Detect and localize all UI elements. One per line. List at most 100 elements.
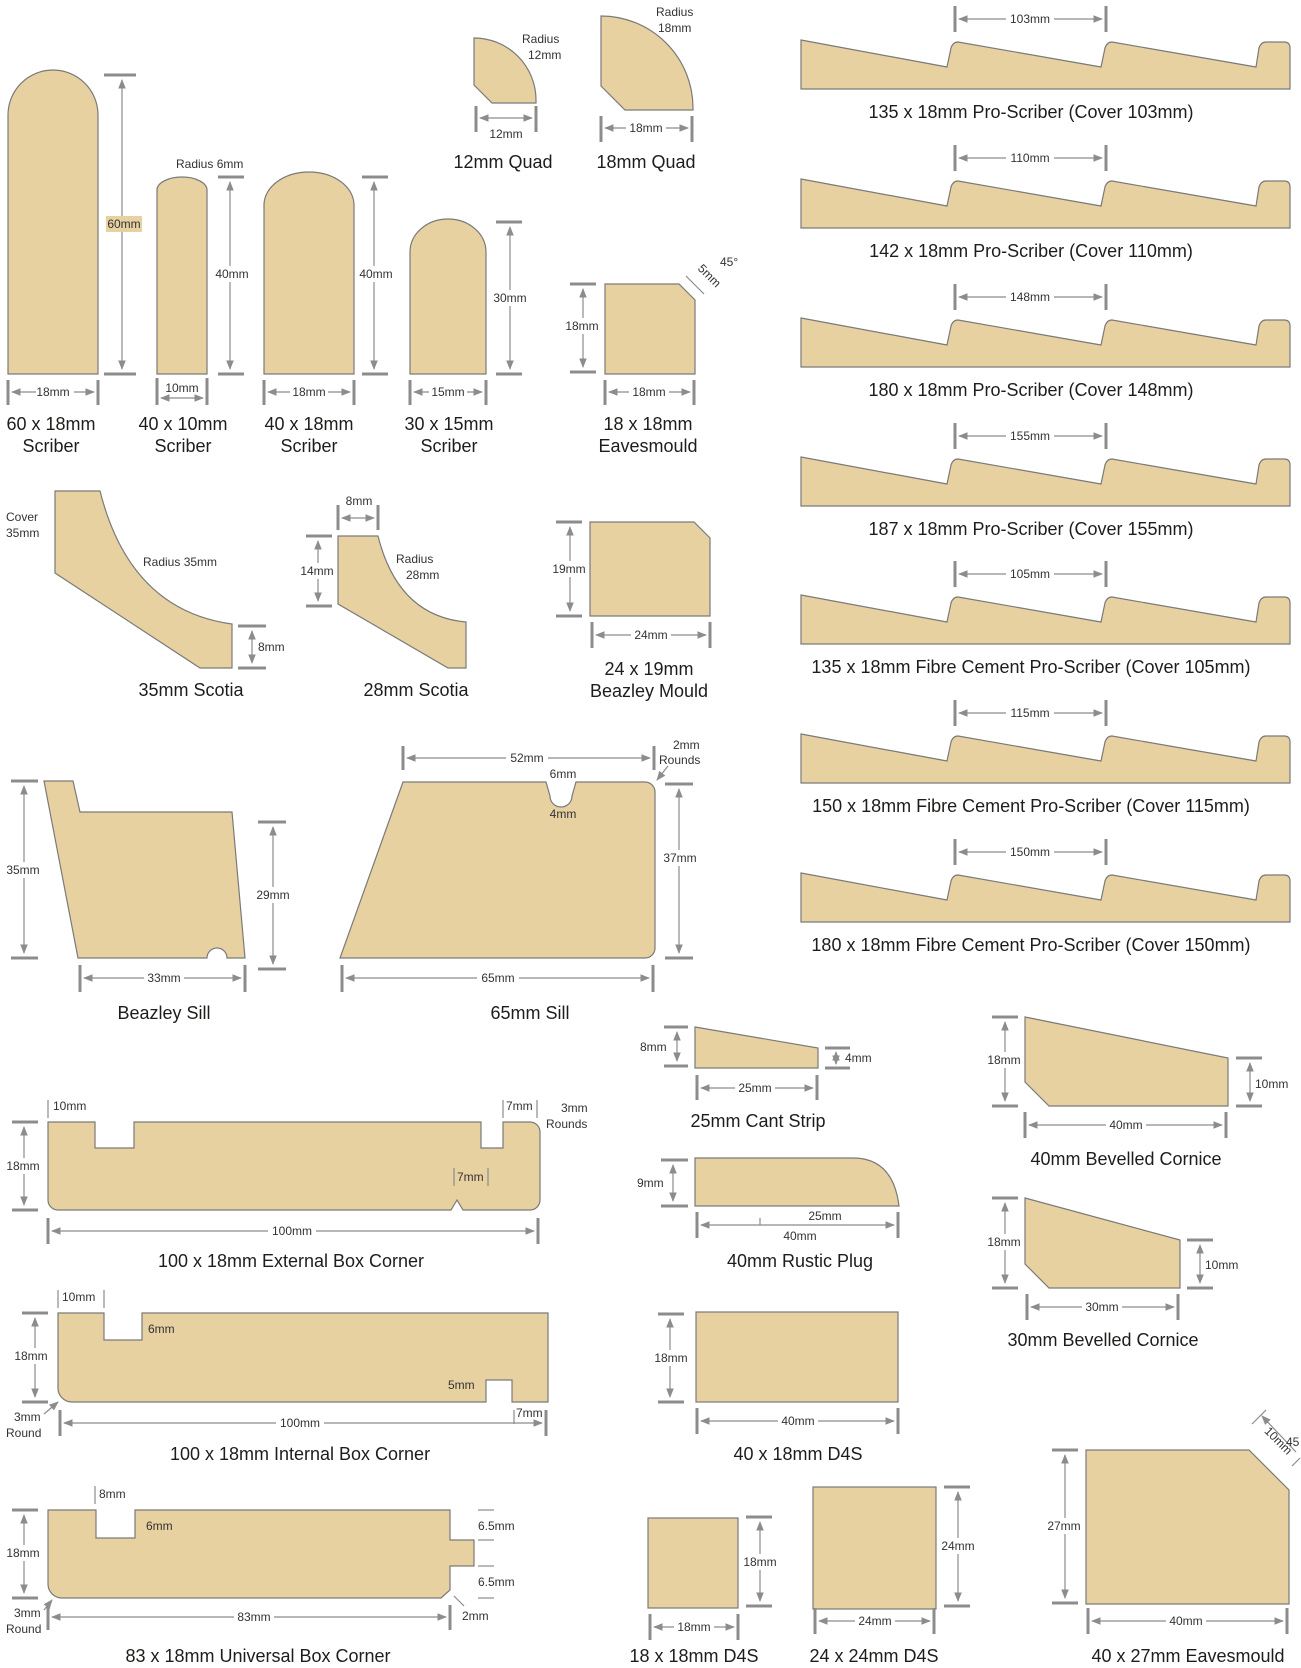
sill-65mm-caption: 65mm Sill (490, 1003, 569, 1023)
eavesmould-18x18-height: 18mm (565, 319, 598, 333)
eavesmould-40x27-profile (1085, 1449, 1290, 1605)
external-box-corner-profile (47, 1121, 541, 1211)
quad-18mm-caption: 18mm Quad (596, 152, 695, 172)
scriber-40x10-caption-2: Scriber (154, 436, 211, 456)
scriber-40x10-height: 40mm (215, 267, 248, 281)
pro-scriber-1: 103mm 135 x 18mm Pro-Scriber (Cover 103mm… (800, 6, 1291, 122)
internal-box-corner-round-1: 3mm (14, 1410, 41, 1424)
d4s-18x18: 18mm 18mm 18 x 18mm D4S (629, 1515, 779, 1666)
pro-scriber-3: 148mm 180 x 18mm Pro-Scriber (Cover 148mm… (800, 284, 1291, 400)
scotia-28mm: 8mm 14mm Radius 28mm 28mm Scotia (298, 494, 470, 700)
scriber-40x18-width: 18mm (292, 385, 325, 399)
pro-scriber-caption: 180 x 18mm Fibre Cement Pro-Scriber (Cov… (811, 935, 1250, 955)
scriber-40x10-profile (156, 176, 208, 375)
eavesmould-40x27-caption: 40 x 27mm Eavesmould (1091, 1646, 1284, 1666)
scriber-30x15-caption-1: 30 x 15mm (404, 414, 493, 434)
scriber-40x18: 40mm 18mm 40 x 18mm Scriber (262, 171, 395, 456)
sill-65mm-rounds-1: 2mm (673, 738, 700, 752)
scotia-35mm-radius: Radius 35mm (143, 555, 217, 569)
eavesmould-40x27-width: 40mm (1169, 1614, 1202, 1628)
pro-scriber-caption: 135 x 18mm Fibre Cement Pro-Scriber (Cov… (811, 657, 1250, 677)
bevelled-cornice-40-height-1: 18mm (987, 1053, 1020, 1067)
bevelled-cornice-40-height-2: 10mm (1255, 1077, 1288, 1091)
bevelled-cornice-30-height-2: 10mm (1205, 1258, 1238, 1272)
scriber-60x18-profile (7, 69, 99, 375)
d4s-24x24-height: 24mm (941, 1539, 974, 1553)
d4s-24x24: 24mm 24mm 24 x 24mm D4S (809, 1485, 977, 1666)
scriber-40x10-caption-1: 40 x 10mm (138, 414, 227, 434)
scotia-28mm-height: 14mm (300, 564, 333, 578)
sill-65mm: 52mm 6mm 4mm 2mm Rounds 37mm 65mm 65mm S… (339, 738, 700, 1023)
cant-strip-profile (694, 1026, 819, 1069)
quad-18mm-profile (600, 15, 694, 111)
beazley-sill-height-2: 29mm (256, 888, 289, 902)
d4s-18x18-height: 18mm (743, 1555, 776, 1569)
pro-scriber-caption: 180 x 18mm Pro-Scriber (Cover 148mm) (868, 380, 1193, 400)
d4s-40x18-height: 18mm (654, 1351, 687, 1365)
quad-18mm-radius-2: 18mm (658, 21, 691, 35)
universal-box-corner-tongue-1: 6.5mm (478, 1519, 515, 1533)
d4s-40x18-caption: 40 x 18mm D4S (733, 1444, 862, 1464)
beazley-mould: 19mm 24mm 24 x 19mm Beazley Mould (550, 520, 712, 701)
sill-65mm-profile (339, 781, 656, 959)
pro-scriber-profile (800, 733, 1291, 784)
eavesmould-40x27-height: 27mm (1047, 1519, 1080, 1533)
external-box-corner-height: 18mm (6, 1159, 39, 1173)
bevelled-cornice-40-caption: 40mm Bevelled Cornice (1030, 1149, 1221, 1169)
scotia-28mm-profile (337, 535, 467, 669)
scriber-40x18-caption-2: Scriber (280, 436, 337, 456)
scotia-35mm-caption: 35mm Scotia (138, 680, 244, 700)
beazley-mould-profile (589, 521, 711, 617)
universal-box-corner-round-1: 3mm (14, 1606, 41, 1620)
scriber-30x15-profile (409, 218, 487, 375)
pro-scriber-cover-dim: 103mm (1010, 12, 1050, 26)
scriber-40x18-caption-1: 40 x 18mm (264, 414, 353, 434)
external-box-corner-rounds-2: Rounds (546, 1117, 587, 1131)
bevelled-cornice-30-height-1: 18mm (987, 1235, 1020, 1249)
internal-box-corner-groove-dim: 6mm (148, 1322, 175, 1336)
rustic-plug-caption: 40mm Rustic Plug (727, 1251, 873, 1271)
cant-strip-width: 25mm (738, 1081, 771, 1095)
beazley-mould-height: 19mm (552, 562, 585, 576)
pro-scriber-cover-dim: 148mm (1010, 290, 1050, 304)
pro-scriber-6: 115mm 150 x 18mm Fibre Cement Pro-Scriber… (800, 700, 1291, 816)
beazley-sill: 35mm 29mm 33mm Beazley Sill (4, 779, 292, 1023)
scotia-28mm-radius-1: Radius (396, 552, 433, 566)
d4s-18x18-caption: 18 x 18mm D4S (629, 1646, 758, 1666)
bevelled-cornice-30-caption: 30mm Bevelled Cornice (1007, 1330, 1198, 1350)
d4s-24x24-width: 24mm (858, 1614, 891, 1628)
beazley-sill-width: 33mm (147, 971, 180, 985)
internal-box-corner-height: 18mm (14, 1349, 47, 1363)
eavesmould-40x27: 10mm 45 27mm 40mm 40 x 27mm Eavesmould (1045, 1409, 1301, 1666)
universal-box-corner-groove-dim: 6mm (146, 1519, 173, 1533)
quad-18mm-radius-1: Radius (656, 5, 693, 19)
pro-scriber-profile (800, 456, 1291, 507)
scriber-40x18-height: 40mm (359, 267, 392, 281)
internal-box-corner-round-2: Round (6, 1426, 41, 1440)
quad-18mm: Radius 18mm 18mm 18mm Quad (596, 5, 695, 172)
pro-scriber-cover-dim: 110mm (1010, 151, 1049, 165)
beazley-sill-height-1: 35mm (6, 863, 39, 877)
pro-scriber-cover-dim: 155mm (1010, 429, 1050, 443)
sill-65mm-rounds-2: Rounds (659, 753, 700, 767)
pro-scriber-profile (800, 872, 1291, 923)
bevelled-cornice-40-width: 40mm (1109, 1118, 1142, 1132)
scriber-40x10-radius: Radius 6mm (176, 157, 243, 171)
cant-strip-height-1: 8mm (640, 1040, 667, 1054)
universal-box-corner-caption: 83 x 18mm Universal Box Corner (125, 1646, 390, 1666)
internal-box-corner: 10mm 6mm 18mm 5mm 3mm Round 100mm 7mm 10… (6, 1290, 549, 1464)
quad-12mm-width: 12mm (489, 127, 522, 141)
scotia-35mm-cover-1: Cover (6, 510, 38, 524)
scriber-30x15-width: 15mm (431, 385, 464, 399)
external-box-corner-right-dim: 7mm (506, 1099, 533, 1113)
universal-box-corner-round-2: Round (6, 1622, 41, 1636)
internal-box-corner-width: 100mm (280, 1416, 320, 1430)
quad-12mm-radius-2: 12mm (528, 48, 561, 62)
scotia-28mm-width: 8mm (346, 494, 373, 508)
d4s-24x24-profile (812, 1486, 937, 1610)
external-box-corner-rounds-1: 3mm (561, 1101, 588, 1115)
internal-box-corner-caption: 100 x 18mm Internal Box Corner (170, 1444, 430, 1464)
eavesmould-18x18-angle: 45° (720, 255, 738, 269)
beazley-mould-caption-1: 24 x 19mm (604, 659, 693, 679)
